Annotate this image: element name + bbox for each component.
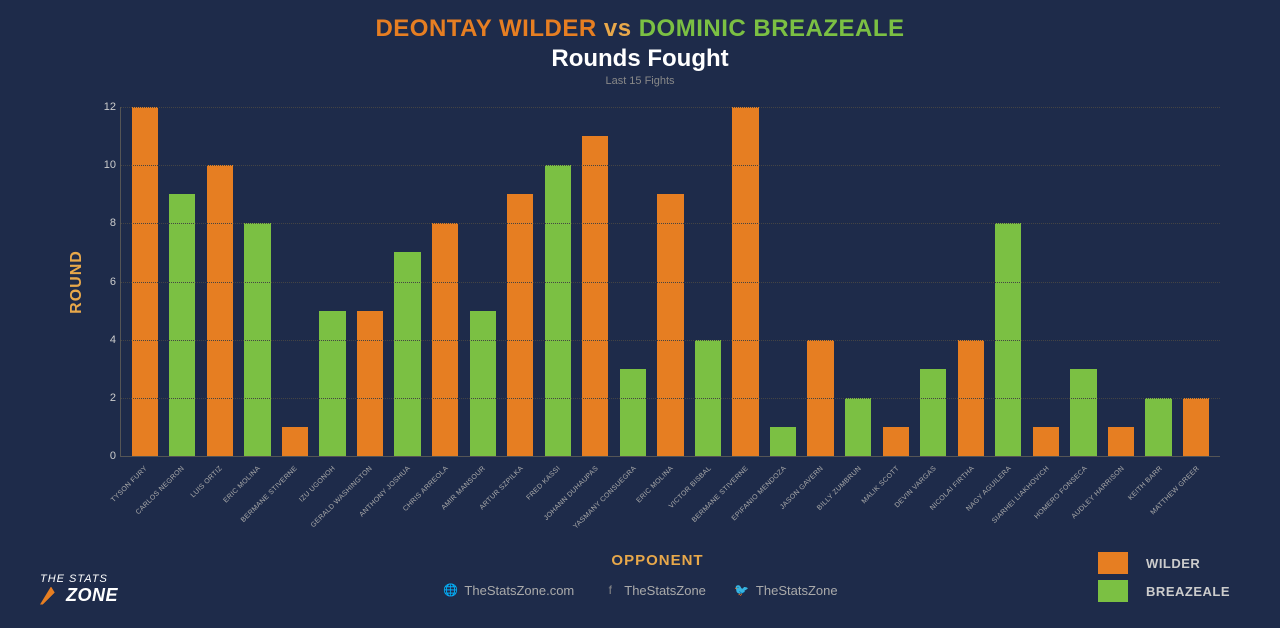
chart-container: DEONTAY WILDER vs DOMINIC BREAZEALE Roun… xyxy=(0,0,1280,628)
legend: WILDER BREAZEALE xyxy=(1098,546,1230,608)
bar xyxy=(845,398,871,456)
bar xyxy=(357,311,383,456)
bar xyxy=(582,136,608,456)
bar xyxy=(1108,427,1134,456)
x-axis-label: OPPONENT xyxy=(95,552,1220,569)
twitter-icon: 🐦 xyxy=(734,582,750,598)
legend-label: BREAZEALE xyxy=(1146,584,1230,599)
grid-line xyxy=(121,107,1220,108)
y-axis-label: ROUND xyxy=(68,250,86,314)
bar xyxy=(207,165,233,456)
legend-item: BREAZEALE xyxy=(1098,580,1230,602)
plot-area: 024681012 xyxy=(120,107,1220,457)
y-tick: 0 xyxy=(96,450,116,462)
footer-twitter: 🐦TheStatsZone xyxy=(734,582,838,598)
x-tick-label: IZU UGONOH xyxy=(298,465,337,504)
bar xyxy=(169,194,195,456)
chart-subtitle-2: Last 15 Fights xyxy=(30,75,1250,87)
bar xyxy=(1145,398,1171,456)
x-tick-label: LUIS ORTIZ xyxy=(190,465,224,499)
x-tick-label: TYSON FURY xyxy=(110,465,149,504)
footer-web: 🌐TheStatsZone.com xyxy=(442,582,574,598)
footer-facebook: fTheStatsZone xyxy=(602,582,706,598)
y-tick: 2 xyxy=(96,392,116,404)
x-tick-label: KEITH BARR xyxy=(1127,465,1164,502)
grid-line xyxy=(121,398,1220,399)
grid-line xyxy=(121,165,1220,166)
y-tick: 4 xyxy=(96,334,116,346)
logo-line1: THE STATS xyxy=(40,573,118,585)
bar xyxy=(319,311,345,456)
facebook-icon: f xyxy=(602,582,618,598)
bar xyxy=(883,427,909,456)
globe-icon: 🌐 xyxy=(442,582,458,598)
y-tick: 12 xyxy=(96,101,116,113)
bar xyxy=(770,427,796,456)
y-tick: 8 xyxy=(96,217,116,229)
logo-triangle-icon xyxy=(40,587,62,605)
legend-label: WILDER xyxy=(1146,556,1200,571)
bar xyxy=(507,194,533,456)
bar xyxy=(620,369,646,456)
bar xyxy=(920,369,946,456)
chart-title: DEONTAY WILDER vs DOMINIC BREAZEALE xyxy=(30,15,1250,43)
legend-swatch xyxy=(1098,580,1128,602)
bar xyxy=(470,311,496,456)
bar xyxy=(1033,427,1059,456)
footer-links: 🌐TheStatsZone.com fTheStatsZone 🐦TheStat… xyxy=(442,582,837,598)
chart-subtitle: Rounds Fought xyxy=(30,45,1250,73)
x-tick-label: BILLY ZUMBRUN xyxy=(816,465,863,512)
logo-line2: ZONE xyxy=(40,585,118,606)
brand-logo: THE STATS ZONE xyxy=(40,573,118,606)
legend-item: WILDER xyxy=(1098,552,1230,574)
grid-line xyxy=(121,282,1220,283)
grid-line xyxy=(121,340,1220,341)
y-tick: 10 xyxy=(96,159,116,171)
x-tick-label: YASMANY CONSUEGRA xyxy=(572,465,638,531)
bar xyxy=(1183,398,1209,456)
y-tick: 6 xyxy=(96,276,116,288)
x-tick-label: FRED KASSI xyxy=(526,465,563,502)
x-tick-label: ARTUR SZPILKA xyxy=(478,465,524,511)
x-tick-label: GERALD WASHINGTON xyxy=(310,465,374,529)
legend-swatch xyxy=(1098,552,1128,574)
bar xyxy=(282,427,308,456)
x-tick-label: MALIK SCOTT xyxy=(860,465,900,505)
chart-area: ROUND 024681012 TYSON FURYCARLOS NEGRONL… xyxy=(95,107,1220,457)
bar xyxy=(657,194,683,456)
grid-line xyxy=(121,223,1220,224)
x-tick-label: ERIC MOLINA xyxy=(636,465,675,504)
x-tick-label: ERIC MOLINA xyxy=(222,465,261,504)
bar xyxy=(1070,369,1096,456)
bar xyxy=(394,252,420,456)
bar xyxy=(545,165,571,456)
